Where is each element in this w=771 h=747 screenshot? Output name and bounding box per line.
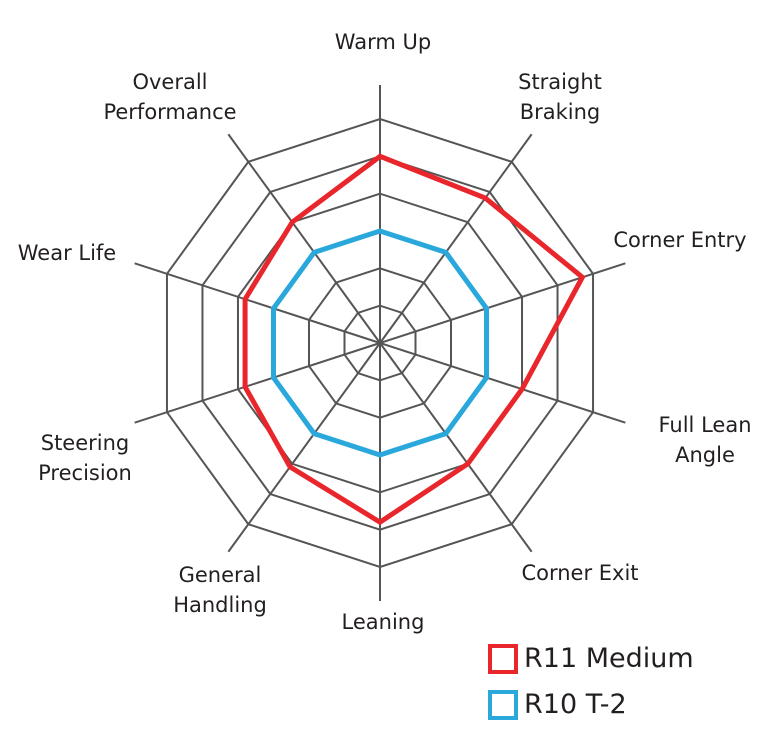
axis-label: Steering Precision: [38, 431, 132, 485]
legend-label: R11 Medium: [524, 643, 694, 674]
axis-label: Corner Entry: [613, 228, 747, 252]
axis-spoke: [227, 133, 381, 344]
legend-label: R10 T-2: [524, 689, 627, 720]
axis-label: Wear Life: [17, 241, 117, 265]
axis-spoke: [379, 342, 533, 553]
legend-swatch: [488, 643, 518, 674]
axis-spoke: [134, 342, 381, 424]
axis-spoke: [379, 342, 626, 424]
legend-swatch: [488, 689, 518, 720]
axis-label: Full Lean Angle: [658, 413, 752, 467]
axis-label: Overall Performance: [103, 70, 237, 124]
axis-label: Leaning: [341, 610, 425, 634]
legend-entry: R10 T-2: [488, 689, 627, 720]
axis-spoke: [379, 133, 533, 344]
axis-label: General Handling: [173, 563, 267, 617]
series-polygon: [242, 153, 586, 526]
axis-spoke: [227, 342, 381, 553]
axis-label: Corner Exit: [521, 561, 639, 585]
axis-spoke: [134, 262, 381, 344]
axis-spoke: [379, 262, 626, 344]
legend-entry: R11 Medium: [488, 643, 694, 674]
axis-label: Straight Braking: [518, 70, 602, 124]
axis-label: Warm Up: [334, 30, 432, 54]
series-polygon: [270, 228, 490, 458]
